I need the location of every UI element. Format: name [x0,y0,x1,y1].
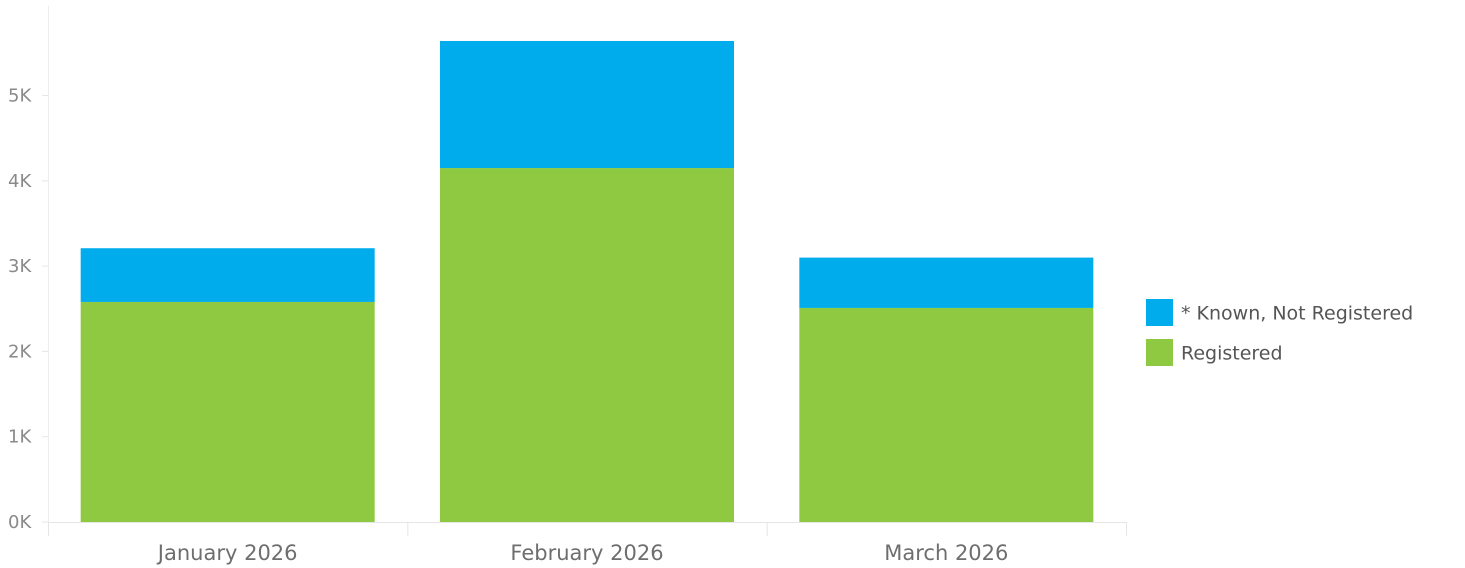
x-axis-ticks [48,522,1127,536]
x-category-label: February 2026 [510,541,663,565]
bar-segment-known-not-registered[interactable] [80,248,375,302]
legend-label: * Known, Not Registered [1181,303,1413,325]
y-tick-label: 0K [8,512,32,533]
y-tick-label: 5K [8,86,32,107]
y-tick-label: 3K [8,256,32,277]
bar-segment-known-not-registered[interactable] [440,40,734,169]
legend-swatch [1146,299,1173,326]
bar-segment-registered[interactable] [80,301,375,522]
x-axis-labels: January 2026 February 2026 March 2026 [156,541,1009,565]
bars [80,40,1094,523]
x-category-label: March 2026 [884,541,1008,565]
legend-swatch [1146,339,1173,366]
y-tick-label: 2K [8,341,32,362]
bar-segment-registered[interactable] [440,168,734,523]
y-tick-label: 1K [8,427,32,448]
x-category-label: January 2026 [156,541,298,565]
y-axis-ticks: 0K 1K 2K 3K 4K 5K [8,86,48,533]
bar-segment-registered[interactable] [799,307,1094,522]
y-tick-label: 4K [8,171,32,192]
bar-segment-known-not-registered[interactable] [799,257,1094,308]
legend: * Known, Not Registered Registered [1146,299,1413,366]
legend-label: Registered [1181,343,1283,365]
